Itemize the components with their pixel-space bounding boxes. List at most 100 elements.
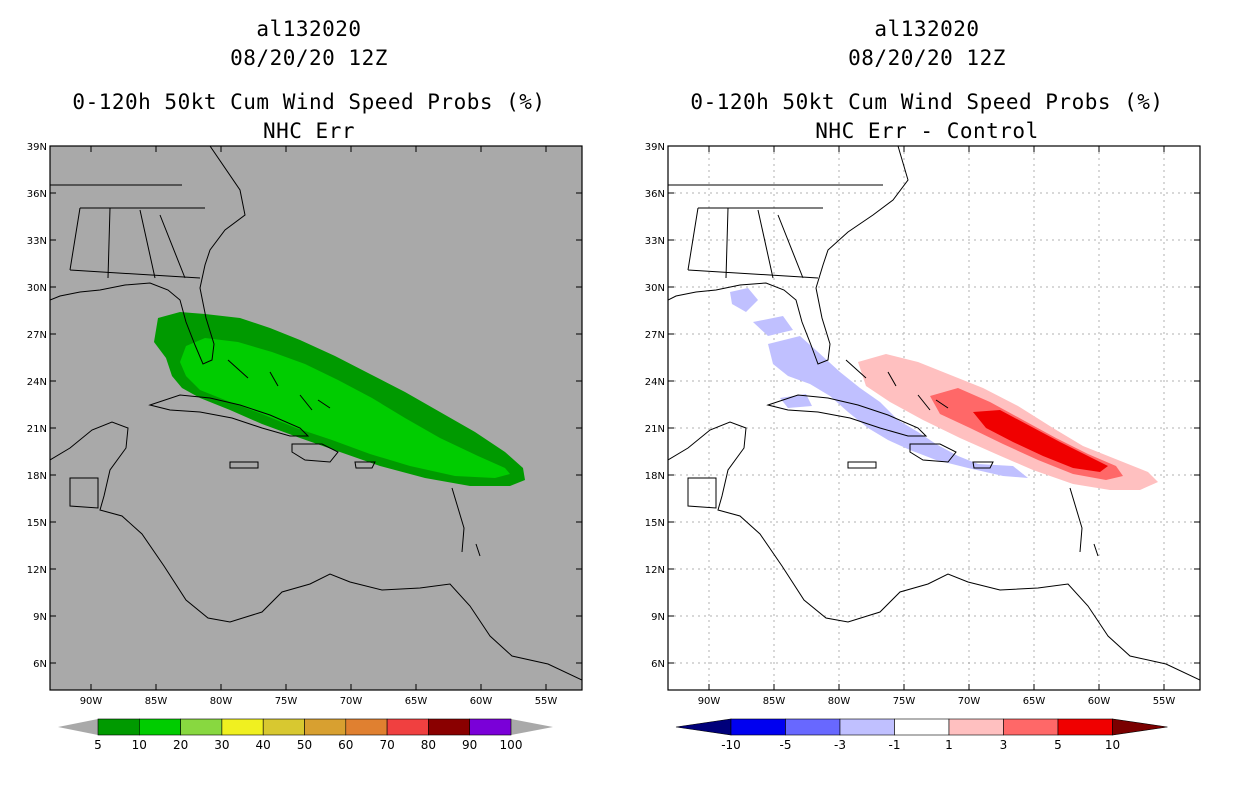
colorbar-label: 50	[297, 738, 312, 752]
colorbar-label: 40	[256, 738, 271, 752]
left-panel: al132020 08/20/20 12Z 0-120h 50kt Cum Wi…	[27, 17, 583, 752]
colorbar-label: 5	[1054, 738, 1062, 752]
colorbar-low-arrow	[675, 718, 732, 736]
positive-diff-5	[973, 410, 1108, 472]
colorbar-box	[1003, 718, 1059, 736]
longitude-labels: 90W 85W 80W 75W 70W 65W 60W 55W	[698, 696, 1176, 707]
colorbar-box	[180, 718, 223, 736]
colorbar-high-arrow	[1112, 718, 1168, 736]
lat-label: 9N	[33, 612, 47, 623]
colorbar: -10 -5 -3 -1 1 3 5 10	[675, 718, 1168, 752]
lat-label: 12N	[27, 565, 47, 576]
colorbar-box	[304, 718, 347, 736]
lat-label: 27N	[645, 330, 665, 341]
lat-label: 12N	[645, 565, 665, 576]
colorbar-low-arrow	[58, 719, 98, 735]
lat-label: 9N	[651, 612, 665, 623]
storm-id: al132020	[256, 17, 362, 41]
left-map-svg: 39N 36N 33N 30N 27N 24N 21N 18N 15N 12N 9N 6N 90W 85…	[27, 142, 583, 752]
lat-label: 30N	[645, 283, 665, 294]
panel-subtitle: NHC Err - Control	[815, 119, 1039, 143]
lon-label: 75W	[893, 696, 916, 707]
lon-label: 60W	[1088, 696, 1111, 707]
lat-label: 39N	[27, 142, 47, 153]
colorbar-high-arrow	[511, 719, 553, 735]
colorbar-box	[839, 718, 895, 736]
lon-label: 90W	[80, 696, 103, 707]
coastlines	[50, 146, 582, 681]
colorbar-label: 20	[173, 738, 188, 752]
colorbar-box	[428, 718, 470, 736]
lon-label: 65W	[405, 696, 428, 707]
colorbar-box	[386, 718, 429, 736]
latitude-labels: 39N 36N 33N 30N 27N 24N 21N 18N 15N 12N 9N 6N	[27, 142, 47, 670]
forecast-datetime: 08/20/20 12Z	[848, 46, 1006, 70]
lon-label: 75W	[275, 696, 298, 707]
lon-label: 90W	[698, 696, 721, 707]
axis-ticks	[668, 146, 1200, 690]
right-panel: al132020 08/20/20 12Z 0-120h 50kt Cum Wi…	[618, 0, 1236, 800]
lon-label: 55W	[535, 696, 558, 707]
forecast-datetime: 08/20/20 12Z	[230, 46, 388, 70]
lon-label: 80W	[210, 696, 233, 707]
lat-label: 6N	[33, 659, 47, 670]
lat-label: 24N	[645, 377, 665, 388]
colorbar-box	[1057, 718, 1113, 736]
colorbar-box	[894, 718, 950, 736]
colorbar-label: 90	[462, 738, 477, 752]
colorbar-label: 70	[379, 738, 394, 752]
colorbar-label: 10	[132, 738, 147, 752]
colorbar: 5 10 20 30 40 50 60 70 80 90 100	[58, 718, 553, 752]
colorbar-label: 1	[945, 738, 953, 752]
colorbar-label: -3	[834, 738, 846, 752]
lat-label: 27N	[27, 330, 47, 341]
colorbar-label: 5	[94, 738, 102, 752]
lon-label: 80W	[828, 696, 851, 707]
longitude-labels: 90W 85W 80W 75W 70W 65W 60W 55W	[80, 696, 558, 707]
colorbar-label: -5	[780, 738, 792, 752]
lat-label: 24N	[27, 377, 47, 388]
map-frame	[49, 145, 583, 691]
lon-label: 65W	[1023, 696, 1046, 707]
colorbar-box	[730, 718, 786, 736]
lon-label: 70W	[958, 696, 981, 707]
colorbar-label: 30	[214, 738, 229, 752]
map-frame	[667, 145, 1201, 691]
lon-label: 85W	[145, 696, 168, 707]
colorbar-box	[469, 718, 512, 736]
prob-contour-10	[180, 338, 510, 478]
colorbar-label: 3	[1000, 738, 1008, 752]
lat-label: 36N	[645, 189, 665, 200]
colorbar-box	[221, 718, 264, 736]
colorbar-label: -10	[721, 738, 741, 752]
colorbar-box	[139, 718, 181, 736]
colorbar-box	[345, 718, 388, 736]
colorbar-box	[262, 718, 305, 736]
latitude-labels: 39N 36N 33N 30N 27N 24N 21N 18N 15N 12N 9N 6N	[645, 142, 665, 670]
colorbar-label: 80	[421, 738, 436, 752]
colorbar-label: 100	[500, 738, 523, 752]
lat-label: 33N	[645, 236, 665, 247]
lon-label: 85W	[763, 696, 786, 707]
product-title: 0-120h 50kt Cum Wind Speed Probs (%)	[690, 90, 1164, 114]
colorbar-box	[97, 718, 140, 736]
colorbar-label: 10	[1105, 738, 1120, 752]
coastlines	[668, 146, 1200, 681]
lat-label: 33N	[27, 236, 47, 247]
lat-label: 18N	[645, 471, 665, 482]
lon-label: 55W	[1153, 696, 1176, 707]
lat-label: 21N	[645, 424, 665, 435]
axis-ticks	[50, 146, 582, 690]
storm-id: al132020	[874, 17, 980, 41]
lat-label: 6N	[651, 659, 665, 670]
lon-label: 70W	[340, 696, 363, 707]
colorbar-box	[785, 718, 841, 736]
product-title: 0-120h 50kt Cum Wind Speed Probs (%)	[72, 90, 546, 114]
lat-label: 39N	[645, 142, 665, 153]
lat-label: 36N	[27, 189, 47, 200]
lat-label: 15N	[645, 518, 665, 529]
lat-label: 30N	[27, 283, 47, 294]
colorbar-label: 60	[338, 738, 353, 752]
negative-difference-areas	[730, 288, 1028, 478]
lat-label: 21N	[27, 424, 47, 435]
